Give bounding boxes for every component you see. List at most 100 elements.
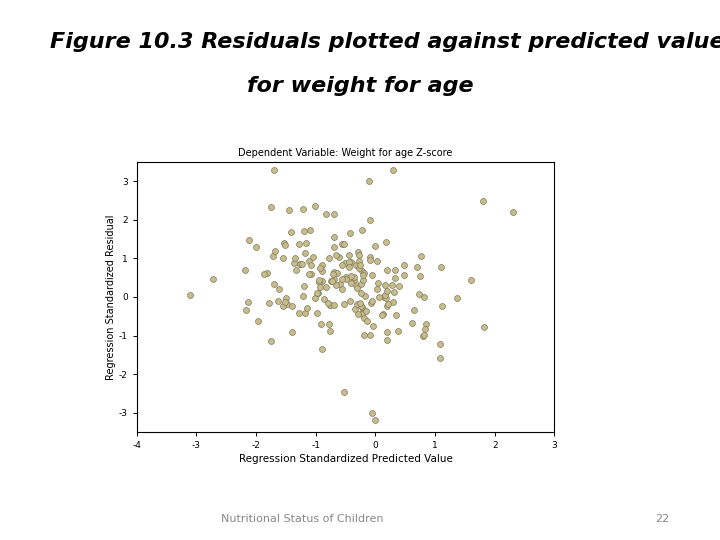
Point: [364, 253, 376, 261]
Point: [268, 252, 279, 260]
Point: [294, 259, 305, 268]
Point: [269, 165, 280, 174]
Point: [406, 319, 418, 327]
Point: [451, 294, 462, 302]
Point: [240, 305, 252, 314]
Point: [355, 279, 366, 288]
Point: [382, 327, 393, 336]
Point: [243, 235, 254, 244]
Point: [297, 205, 308, 213]
Point: [392, 327, 404, 335]
Point: [305, 261, 317, 269]
Point: [294, 240, 305, 249]
Point: [272, 297, 284, 306]
Point: [382, 302, 393, 310]
Point: [366, 408, 378, 417]
Point: [358, 314, 369, 323]
Point: [266, 337, 277, 346]
Point: [373, 278, 384, 287]
Point: [304, 269, 315, 278]
Point: [369, 416, 381, 425]
Point: [357, 305, 369, 314]
Point: [299, 249, 310, 258]
Point: [343, 258, 354, 266]
Point: [305, 225, 316, 234]
Point: [328, 269, 339, 278]
Point: [311, 288, 323, 297]
Point: [336, 285, 348, 293]
Point: [334, 279, 346, 288]
Point: [417, 332, 428, 340]
Point: [364, 177, 375, 186]
Point: [351, 284, 363, 292]
Point: [332, 269, 343, 278]
Point: [351, 300, 363, 308]
Point: [323, 254, 335, 262]
Point: [328, 243, 340, 252]
Point: [299, 226, 310, 235]
Point: [305, 269, 317, 278]
Point: [343, 251, 355, 259]
Point: [302, 304, 313, 313]
Point: [352, 247, 364, 256]
Point: [316, 277, 328, 286]
Point: [381, 266, 392, 274]
Point: [348, 273, 360, 281]
Point: [353, 264, 364, 272]
Point: [379, 291, 391, 300]
Point: [393, 282, 405, 291]
Point: [326, 276, 338, 285]
Point: [369, 242, 381, 251]
Point: [344, 296, 356, 305]
Point: [413, 289, 425, 298]
Point: [353, 310, 364, 319]
Point: [356, 226, 368, 234]
Point: [415, 252, 426, 261]
Point: [253, 316, 264, 325]
Point: [345, 272, 356, 280]
Point: [297, 260, 308, 269]
Point: [330, 281, 341, 289]
Point: [356, 267, 367, 275]
Point: [359, 292, 370, 300]
Point: [293, 309, 305, 318]
Point: [357, 275, 369, 284]
Point: [273, 284, 284, 293]
Point: [329, 233, 341, 241]
Point: [336, 240, 348, 248]
Point: [320, 209, 331, 218]
Point: [336, 275, 348, 284]
Point: [318, 295, 330, 304]
Point: [378, 293, 390, 301]
Point: [436, 302, 448, 311]
Point: [287, 328, 298, 337]
Point: [361, 317, 372, 326]
Point: [269, 247, 280, 255]
Point: [358, 269, 369, 278]
Point: [346, 257, 357, 266]
Point: [268, 280, 279, 288]
Point: [380, 293, 392, 302]
Point: [320, 283, 332, 292]
Point: [420, 320, 431, 328]
Point: [376, 311, 387, 320]
Point: [390, 274, 401, 282]
Point: [382, 300, 393, 308]
Point: [356, 309, 368, 318]
Point: [351, 281, 362, 289]
Point: [282, 300, 293, 309]
Point: [338, 388, 349, 396]
Point: [307, 252, 319, 261]
Point: [360, 307, 372, 315]
Text: Figure 10.3 Residuals plotted against predicted values: Figure 10.3 Residuals plotted against pr…: [50, 32, 720, 52]
Point: [315, 264, 326, 272]
Point: [367, 322, 379, 331]
Point: [339, 259, 351, 267]
Point: [389, 266, 400, 274]
Point: [279, 241, 291, 249]
Point: [372, 285, 383, 293]
Point: [290, 266, 302, 274]
Point: [316, 260, 328, 269]
Point: [338, 239, 350, 248]
Point: [310, 202, 321, 211]
